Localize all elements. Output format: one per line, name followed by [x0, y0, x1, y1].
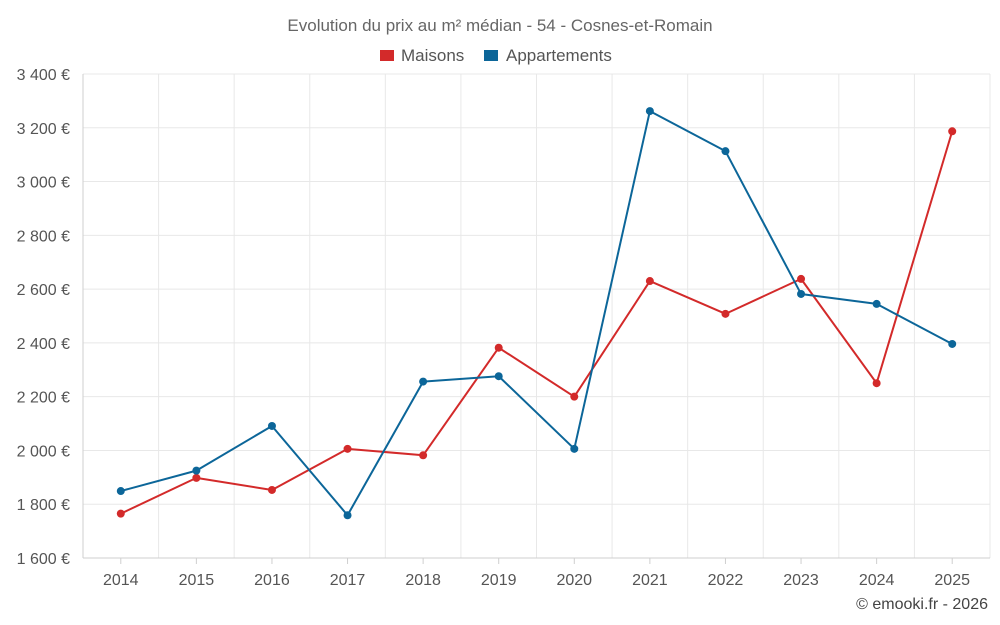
data-point-appartements[interactable] [570, 444, 579, 453]
data-point-appartements[interactable] [192, 466, 201, 475]
data-point-maisons[interactable] [721, 309, 730, 318]
legend-label-maisons[interactable]: Maisons [401, 46, 464, 65]
x-tick-label: 2015 [179, 572, 215, 589]
grid [82, 73, 991, 559]
legend: Maisons Appartements [380, 46, 612, 65]
x-tick-label: 2025 [934, 572, 970, 589]
data-point-maisons[interactable] [797, 274, 806, 283]
y-tick-label: 3 200 € [17, 121, 70, 138]
data-point-maisons[interactable] [419, 451, 428, 460]
data-point-maisons[interactable] [343, 444, 352, 453]
series [116, 107, 957, 520]
data-point-maisons[interactable] [494, 343, 503, 352]
legend-swatch-appartements [484, 50, 498, 61]
data-point-maisons[interactable] [192, 473, 201, 482]
credit-text: © emooki.fr - 2026 [856, 596, 988, 613]
data-point-appartements[interactable] [116, 487, 125, 496]
data-point-appartements[interactable] [645, 107, 654, 116]
data-point-appartements[interactable] [948, 339, 957, 348]
data-point-appartements[interactable] [721, 147, 730, 156]
y-tick-label: 2 600 € [17, 282, 70, 299]
y-tick-label: 2 800 € [17, 228, 70, 245]
x-axis: 2014 2015 2016 2017 2018 2019 2020 2021 2022 2023… [83, 557, 990, 589]
x-tick-label: 2024 [859, 572, 895, 589]
x-tick-label: 2018 [405, 572, 441, 589]
data-point-appartements[interactable] [419, 377, 428, 386]
data-point-maisons[interactable] [570, 392, 579, 401]
data-point-maisons[interactable] [645, 277, 654, 286]
y-tick-label: 2 400 € [17, 336, 70, 353]
data-point-appartements[interactable] [797, 289, 806, 298]
data-point-maisons[interactable] [872, 379, 881, 388]
data-point-maisons[interactable] [116, 509, 125, 518]
data-point-maisons[interactable] [267, 485, 276, 494]
x-tick-label: 2019 [481, 572, 517, 589]
x-tick-label: 2023 [783, 572, 819, 589]
chart-title: Evolution du prix au m² médian - 54 - Co… [287, 16, 712, 35]
x-tick-label: 2014 [103, 572, 139, 589]
y-tick-label: 2 000 € [17, 443, 70, 460]
x-tick-label: 2017 [330, 572, 366, 589]
data-point-appartements[interactable] [343, 511, 352, 520]
y-tick-label: 3 000 € [17, 175, 70, 192]
series-line-appartements [120, 110, 953, 517]
data-point-appartements[interactable] [872, 299, 881, 308]
data-point-appartements[interactable] [267, 421, 276, 430]
y-tick-label: 1 800 € [17, 497, 70, 514]
y-axis: 1 600 € 1 800 € 2 000 € 2 200 € 2 400 € 2 600… [17, 67, 84, 568]
x-tick-label: 2016 [254, 572, 290, 589]
x-tick-label: 2022 [708, 572, 744, 589]
legend-swatch-maisons [380, 50, 394, 61]
y-tick-label: 1 600 € [17, 551, 70, 568]
y-tick-label: 2 200 € [17, 390, 70, 407]
data-point-appartements[interactable] [494, 372, 503, 381]
x-tick-label: 2020 [556, 572, 592, 589]
x-tick-label: 2021 [632, 572, 668, 589]
legend-label-appartements[interactable]: Appartements [506, 46, 612, 65]
data-point-maisons[interactable] [948, 127, 957, 136]
y-tick-label: 3 400 € [17, 67, 70, 84]
